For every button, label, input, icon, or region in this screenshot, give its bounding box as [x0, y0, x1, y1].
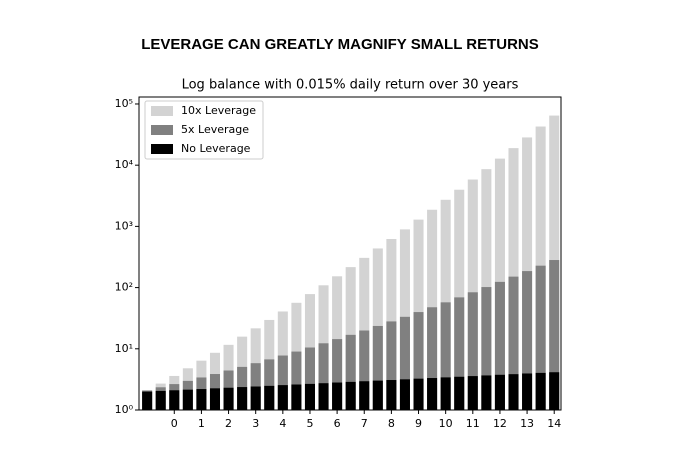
- y-tick-label: 10⁴: [115, 158, 134, 171]
- bar: [413, 378, 424, 410]
- y-tick-label: 10³: [115, 219, 133, 232]
- bar: [142, 391, 153, 410]
- bar: [440, 302, 451, 410]
- bar: [318, 383, 329, 410]
- bar: [291, 351, 302, 410]
- bar: [386, 321, 397, 410]
- x-tick-label: 11: [466, 417, 480, 430]
- legend-label: 5x Leverage: [181, 123, 249, 136]
- plot-frame: [138, 96, 562, 411]
- bar: [332, 382, 343, 410]
- bar: [264, 385, 275, 410]
- bar: [427, 378, 438, 410]
- bar: [264, 359, 275, 410]
- bar: [196, 389, 207, 410]
- x-tick-label: 5: [306, 417, 313, 430]
- bar: [372, 380, 383, 410]
- x-tick-label: 0: [171, 417, 178, 430]
- bar: [155, 390, 166, 410]
- bar: [522, 373, 533, 410]
- bar: [535, 372, 546, 410]
- y-tick-label: 10¹: [115, 342, 133, 355]
- bar: [413, 312, 424, 410]
- bar: [318, 343, 329, 410]
- bar: [291, 384, 302, 410]
- bar: [454, 376, 465, 410]
- legend-swatch: [151, 106, 173, 116]
- x-tick-label: 12: [493, 417, 507, 430]
- x-tick-label: 10: [439, 417, 453, 430]
- x-tick-label: 8: [388, 417, 395, 430]
- x-tick-label: 1: [198, 417, 205, 430]
- legend-swatch: [151, 144, 173, 154]
- x-tick-label: 14: [547, 417, 561, 430]
- y-tick-label: 10⁰: [115, 403, 134, 416]
- x-tick-label: 7: [361, 417, 368, 430]
- chart-title: Log balance with 0.015% daily return ove…: [182, 78, 519, 93]
- legend-swatch: [151, 125, 173, 135]
- bar: [494, 281, 505, 410]
- x-tick-label: 2: [225, 417, 232, 430]
- bar: [223, 387, 234, 410]
- bar: [169, 390, 180, 410]
- bar: [359, 330, 370, 410]
- bar: [250, 386, 261, 410]
- bar: [372, 325, 383, 410]
- bar: [427, 307, 438, 410]
- y-tick-label: 10⁵: [115, 97, 133, 110]
- bar: [508, 276, 519, 410]
- headline: LEVERAGE CAN GREATLY MAGNIFY SMALL RETUR…: [141, 36, 539, 53]
- bar: [467, 292, 478, 410]
- bar: [481, 375, 492, 410]
- x-tick-label: 6: [334, 417, 341, 430]
- bar: [209, 388, 221, 410]
- bar: [454, 297, 465, 410]
- bar: [359, 381, 370, 410]
- bar: [332, 339, 343, 410]
- x-tick-label: 4: [279, 417, 286, 430]
- bar: [182, 389, 193, 410]
- bar: [386, 380, 397, 410]
- bar: [494, 374, 505, 410]
- bar: [237, 387, 248, 410]
- bar: [440, 377, 451, 410]
- x-tick-label: 9: [415, 417, 422, 430]
- legend-box: [144, 100, 264, 160]
- bar: [549, 260, 560, 410]
- bar: [345, 381, 356, 410]
- bar: [549, 372, 560, 410]
- bar: [304, 383, 315, 410]
- bar: [399, 379, 410, 410]
- y-tick-label: 10²: [115, 281, 133, 294]
- bar: [304, 347, 315, 410]
- bar: [399, 316, 410, 410]
- bar: [508, 374, 519, 410]
- bar: [277, 385, 288, 410]
- legend-label: 10x Leverage: [181, 104, 256, 117]
- x-tick-label: 13: [520, 417, 534, 430]
- bar: [467, 376, 478, 410]
- bar: [481, 287, 492, 410]
- legend-label: No Leverage: [181, 142, 251, 155]
- bar: [522, 271, 533, 410]
- bar: [277, 355, 288, 410]
- bar: [345, 334, 356, 410]
- x-tick-label: 3: [252, 417, 259, 430]
- bar: [535, 265, 546, 410]
